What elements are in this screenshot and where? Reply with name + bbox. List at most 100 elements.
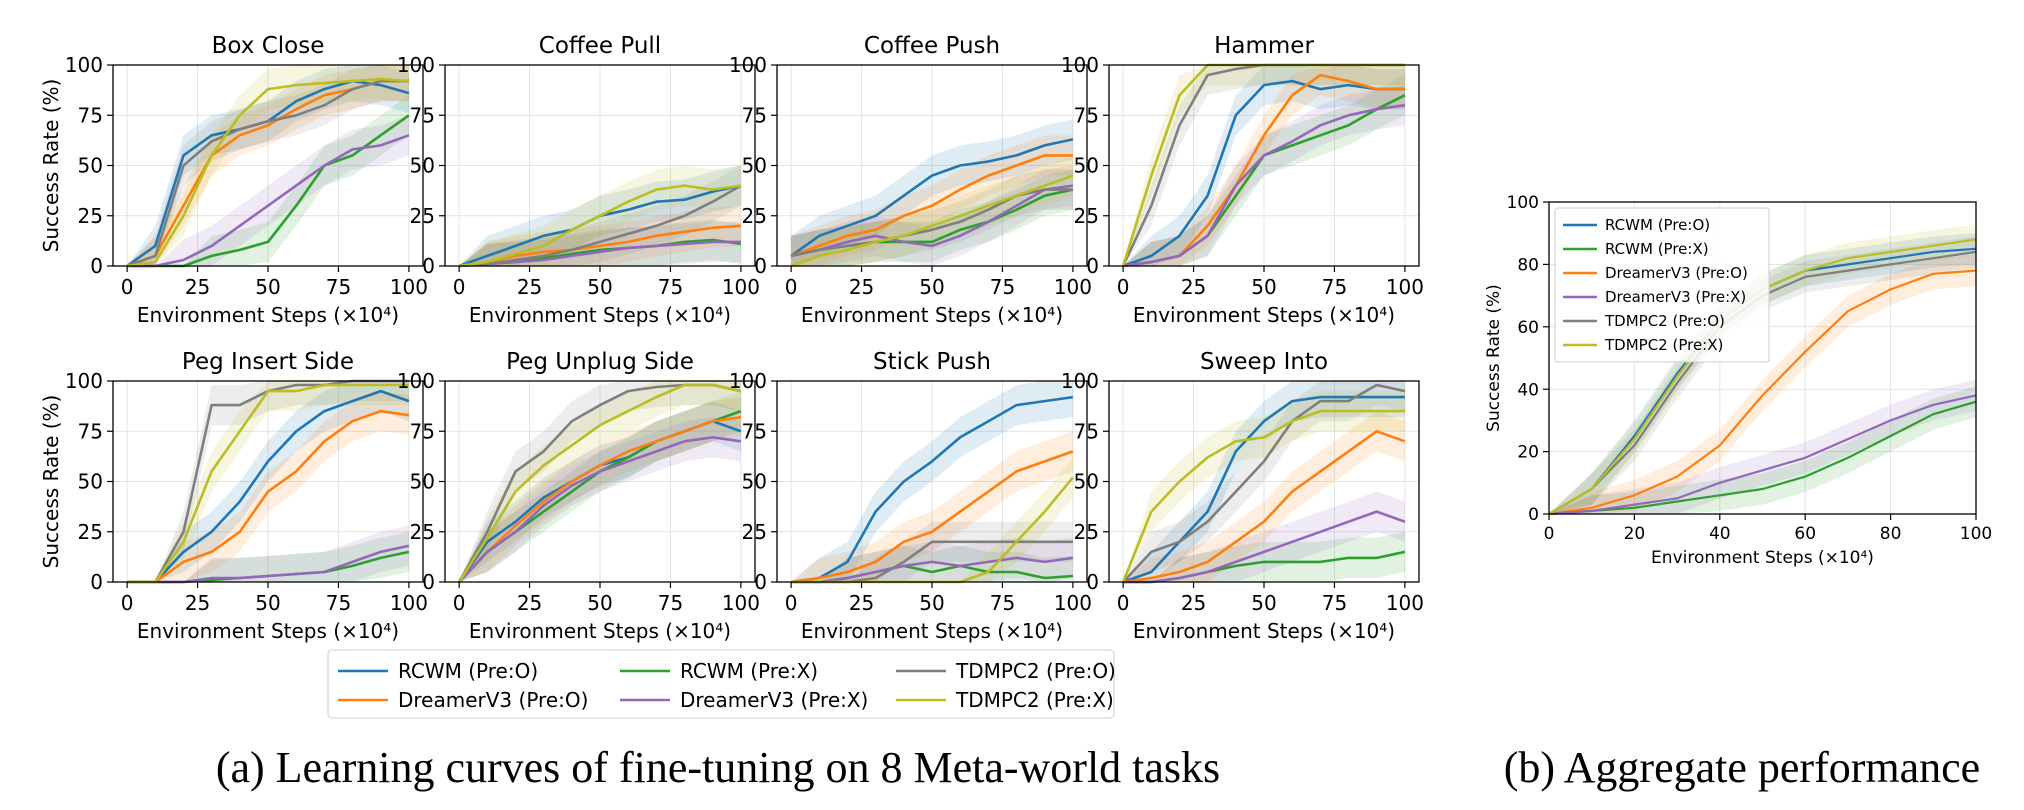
band-tdmpc2-pre-x (127, 381, 409, 582)
band-dreamerv3-pre-x (459, 417, 741, 582)
y-tick-label: 100 (1507, 193, 1539, 213)
y-tick-label: 100 (397, 369, 435, 393)
series-group (458, 165, 742, 268)
y-tick-label: 0 (422, 254, 435, 278)
y-tick-label: 75 (1074, 419, 1099, 443)
legend-label: TDMPC2 (Pre:X) (955, 688, 1114, 712)
legend-label: DreamerV3 (Pre:X) (1605, 288, 1746, 306)
y-tick-label: 75 (742, 103, 767, 127)
band-tdmpc2-pre-o (791, 521, 1073, 582)
x-tick-label: 50 (255, 591, 280, 615)
legend-label: TDMPC2 (Pre:O) (1604, 312, 1725, 330)
x-tick-label: 0 (121, 591, 134, 615)
aggregate-legend: RCWM (Pre:O) RCWM (Pre:X) DreamerV3 (Pre:O… (1554, 207, 1770, 363)
y-tick-label: 100 (1061, 53, 1099, 77)
x-axis-label: Environment Steps (×10⁴) (469, 303, 731, 327)
band-rcwm-pre-o (127, 381, 409, 582)
legend-label: TDMPC2 (Pre:X) (1604, 336, 1723, 354)
y-tick-label: 100 (1061, 369, 1099, 393)
x-tick-label: 25 (1181, 275, 1206, 299)
legend-label: RCWM (Pre:O) (1605, 216, 1710, 234)
line-tdmpc2-pre-x (126, 77, 409, 268)
band-dreamerv3-pre-o (127, 391, 409, 582)
line-dreamerv3-pre-o (1548, 269, 1977, 516)
x-tick-label: 25 (185, 275, 210, 299)
band-dreamerv3-pre-x (127, 115, 409, 266)
line-tdmpc2-pre-x (458, 184, 742, 268)
line-tdmpc2-pre-x (458, 383, 742, 583)
band-rcwm-pre-x (127, 95, 409, 267)
chart-sweep-into: 0 25 50 75 100 0 25 50 75 100 Sweep Into Environmen… (1061, 349, 1424, 643)
x-tick-label: 75 (1322, 275, 1347, 299)
line-dreamerv3-pre-o (790, 450, 1074, 584)
y-tick-label: 75 (1074, 103, 1099, 127)
legend-label: RCWM (Pre:X) (1605, 240, 1709, 258)
x-axis-label: Environment Steps (×10⁴) (137, 619, 399, 643)
series-group (457, 381, 742, 583)
x-axis-label: Environment Steps (×10⁴) (1133, 619, 1395, 643)
x-axis-label: Environment Steps (×10⁴) (1133, 303, 1395, 327)
y-tick-label: 50 (410, 154, 435, 178)
line-dreamerv3-pre-x (790, 184, 1074, 258)
y-tick-label: 100 (397, 53, 435, 77)
chart-title: Hammer (1214, 33, 1314, 59)
line-dreamerv3-pre-x (1122, 103, 1406, 268)
y-tick-label: 75 (410, 419, 435, 443)
y-tick-label: 50 (742, 154, 767, 178)
x-tick-label: 75 (326, 275, 351, 299)
y-tick-label: 25 (1074, 204, 1099, 228)
band-tdmpc2-pre-o (1123, 65, 1405, 266)
x-tick-label: 100 (1054, 591, 1092, 615)
chart-title: Peg Insert Side (182, 349, 354, 375)
y-tick-label: 0 (1086, 254, 1099, 278)
legend-label: DreamerV3 (Pre:O) (398, 688, 588, 712)
y-tick-label: 25 (410, 204, 435, 228)
y-tick-label: 50 (1074, 470, 1099, 494)
y-tick-label: 75 (78, 103, 103, 127)
x-tick-label: 75 (990, 275, 1015, 299)
line-dreamerv3-pre-x (1123, 510, 1406, 584)
y-tick-label: 0 (90, 570, 103, 594)
line-rcwm-pre-o (127, 389, 410, 584)
x-tick-label: 50 (587, 275, 612, 299)
y-tick-label: 100 (65, 369, 103, 393)
x-axis-label: Environment Steps (×10⁴) (1651, 548, 1874, 568)
x-axis-label: Environment Steps (×10⁴) (469, 619, 731, 643)
x-tick-label: 50 (1251, 591, 1276, 615)
x-axis-label: Environment Steps (×10⁴) (137, 303, 399, 327)
legend-label: TDMPC2 (Pre:O) (955, 659, 1116, 683)
x-tick-label: 25 (849, 275, 874, 299)
caption-a: (a) Learning curves of fine-tuning on 8 … (216, 743, 1220, 792)
chart-title: Stick Push (873, 349, 991, 375)
band-tdmpc2-pre-o (127, 65, 409, 266)
line-dreamerv3-pre-x (791, 556, 1074, 584)
y-tick-label: 0 (422, 570, 435, 594)
series-group (1121, 381, 1406, 584)
caption-b: (b) Aggregate performance (1504, 743, 1980, 792)
line-tdmpc2-pre-o (459, 184, 742, 268)
y-tick-label: 0 (90, 254, 103, 278)
x-tick-label: 75 (658, 275, 683, 299)
band-dreamerv3-pre-o (791, 431, 1073, 582)
y-tick-label: 0 (1086, 570, 1099, 594)
y-tick-label: 75 (742, 419, 767, 443)
band-tdmpc2-pre-o (791, 169, 1073, 266)
line-tdmpc2-pre-x (127, 383, 409, 584)
x-tick-label: 50 (587, 591, 612, 615)
legend-box (1554, 207, 1770, 363)
chart-title: Box Close (212, 33, 325, 59)
line-tdmpc2-pre-x (1121, 409, 1405, 583)
x-tick-label: 50 (255, 275, 280, 299)
line-rcwm-pre-o (1122, 79, 1405, 268)
series-group (790, 119, 1074, 268)
y-tick-label: 25 (742, 204, 767, 228)
band-rcwm-pre-x (791, 169, 1073, 266)
y-axis-label: Success Rate (%) (39, 79, 63, 253)
band-tdmpc2-pre-x (459, 381, 741, 582)
chart-title: Coffee Pull (539, 33, 661, 59)
band-rcwm-pre-x (1123, 531, 1405, 582)
x-tick-label: 50 (919, 275, 944, 299)
y-tick-label: 20 (1517, 443, 1539, 463)
